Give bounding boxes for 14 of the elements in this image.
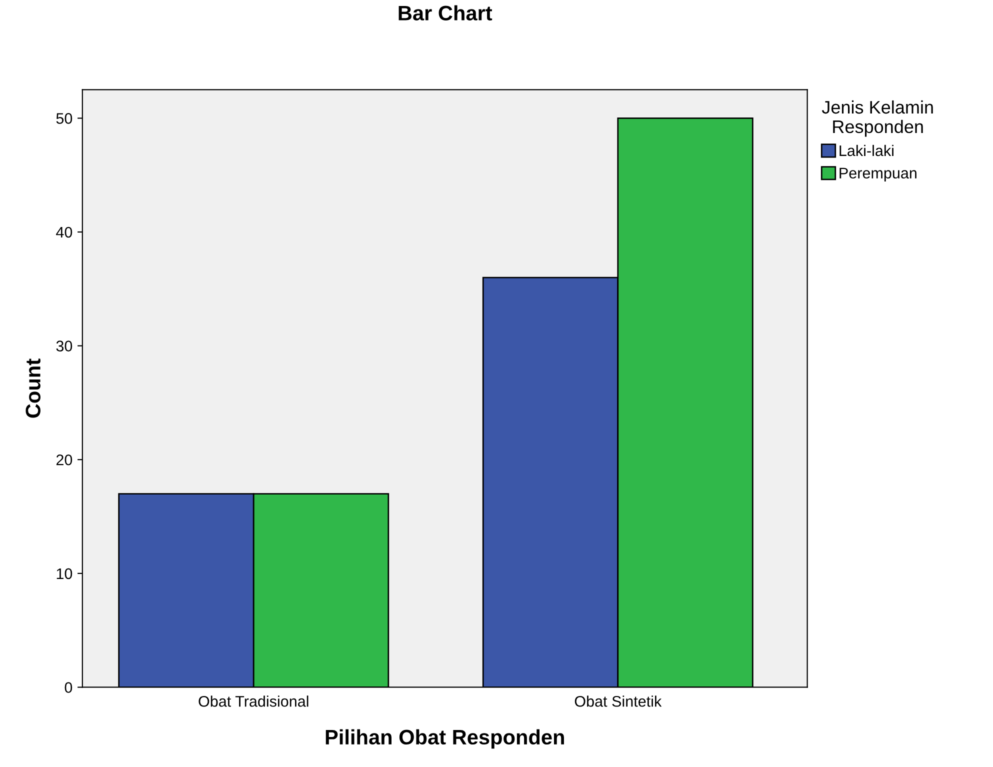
y-tick-label: 0 [64,682,72,693]
x-tick-label: Obat Sintetik [574,696,662,707]
y-tick-label: 30 [56,340,72,352]
x-axis-title: Pilihan Obat Responden [326,729,564,749]
y-tick-label: 50 [56,113,72,124]
y-axis-title: Count [26,358,40,418]
y-tick-label: 40 [56,226,72,238]
y-tick-label: 10 [56,568,72,580]
y-tick-label: 20 [56,454,72,466]
legend-label: Laki-laki [840,144,894,156]
chart-title: Bar Chart [398,5,492,20]
x-tick-label: Obat Tradisional [198,696,308,707]
legend-title: Jenis Kelamin Responden [822,100,933,137]
legend-label: Perempuan [840,168,916,182]
